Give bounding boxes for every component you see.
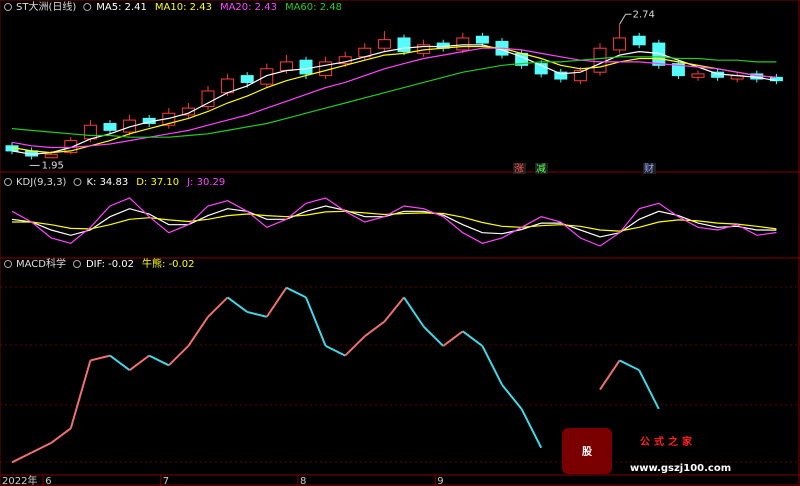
x-tick-label: 8 (300, 476, 306, 486)
candle-body (299, 59, 313, 75)
event-label: 涨 (514, 163, 524, 175)
macd-segment (246, 310, 268, 318)
macd-segment (619, 359, 640, 372)
macd-segment (11, 451, 33, 464)
macd-segment (344, 335, 366, 357)
macd-segment (90, 354, 111, 362)
header-icon (4, 260, 12, 268)
event-label: 减 (536, 163, 546, 175)
macd-segment (442, 330, 464, 347)
candle-body (573, 69, 587, 82)
moving-average (11, 45, 777, 154)
macd-segment (325, 345, 346, 357)
watermark-name: 公式之家 (640, 435, 696, 448)
macd-segment (364, 320, 385, 338)
candle-body (769, 76, 783, 82)
legend-entry: J: 30.29 (186, 177, 225, 188)
candle-body (613, 37, 627, 51)
macd-segment (187, 316, 209, 347)
legend-entry: MA20: 2.43 (220, 2, 277, 13)
event-box (513, 163, 526, 174)
candle-body (103, 123, 117, 131)
header-icon (72, 260, 81, 268)
candle-body (181, 107, 195, 116)
macd-segment (285, 286, 307, 299)
macd-segment (403, 296, 425, 328)
macd-segment (168, 345, 190, 367)
macd-segment (462, 330, 483, 347)
macd-grid (0, 286, 800, 463)
candle-body (534, 63, 548, 75)
watermark-badge-bg (562, 428, 612, 474)
extreme-label: 1.95 (42, 160, 64, 171)
macd-segment (109, 354, 131, 371)
panel-title: KDJ(9,3,3) (16, 177, 67, 188)
candle-body (593, 47, 607, 73)
candle-body (632, 35, 646, 46)
macd-segment (520, 408, 543, 449)
candle-body (123, 119, 137, 133)
panel-title: ST大洲(日线) (16, 0, 76, 13)
legend-entry: D: 37.10 (136, 177, 179, 188)
macd-segment (305, 297, 327, 347)
candle-body (652, 42, 666, 66)
header-icon (83, 3, 92, 11)
macd-segment (383, 296, 405, 323)
candle-body (377, 39, 391, 49)
macd-segment (422, 325, 444, 347)
moving-average (11, 47, 777, 149)
macd-segment (148, 354, 170, 367)
legend-entry: K: 34.83 (86, 177, 128, 188)
header-icon (4, 3, 12, 11)
moving-average (11, 56, 777, 138)
macd-segment (69, 360, 92, 429)
watermark-badge: 股 (582, 446, 593, 458)
candle-body (279, 61, 293, 71)
header-icon (73, 178, 82, 186)
macd-segment (599, 359, 621, 391)
event-box (643, 163, 656, 174)
candle-body (554, 71, 568, 80)
legend-entry: MA5: 2.41 (96, 2, 147, 13)
candle-body (201, 90, 215, 107)
indicator-line (12, 210, 777, 232)
macd-segment (501, 384, 523, 410)
moving-average (11, 44, 777, 155)
legend-entry: DIF: -0.02 (86, 259, 134, 270)
macd-segment (129, 354, 150, 371)
macd-segment (265, 287, 288, 318)
legend-entry: MA60: 2.48 (285, 2, 342, 13)
candle-body (240, 75, 254, 83)
macd-segment (481, 345, 503, 386)
watermark-url: www.gszj100.com (630, 463, 731, 474)
candle-body (397, 37, 411, 53)
legend-entry: MA10: 2.43 (155, 2, 212, 13)
event-label: 财 (644, 162, 654, 175)
indicator-line (11, 197, 777, 247)
x-tick-label: 2022年 (2, 474, 37, 486)
macd-segment (50, 427, 72, 444)
candle-body (44, 153, 58, 159)
legend-entry: 牛熊: -0.02 (142, 257, 194, 270)
candle-body (691, 73, 705, 78)
panel-title: MACD科学 (16, 257, 66, 270)
extreme-arrow (619, 13, 632, 25)
macd-segment (227, 296, 248, 313)
candle-body (671, 63, 685, 77)
extreme-label: 2.74 (633, 9, 655, 20)
macd-segment (31, 442, 52, 454)
candle-body (260, 68, 274, 85)
x-tick-label: 9 (437, 476, 443, 486)
header-icon (4, 178, 12, 186)
candle-body (456, 37, 470, 51)
candle-body (475, 35, 489, 44)
x-tick-label: 7 (163, 476, 169, 486)
macd-segment (638, 369, 660, 410)
candle-body (83, 124, 97, 140)
macd-segment (207, 296, 229, 318)
event-box (535, 163, 548, 174)
x-tick-label: 6 (45, 476, 51, 486)
